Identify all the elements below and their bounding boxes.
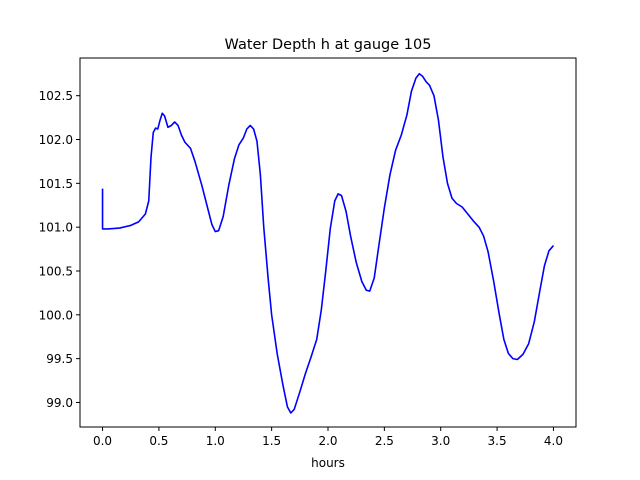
x-tick-label: 1.0 — [206, 434, 225, 448]
y-axis: 99.0 99.5 100.0 100.5 101.0 101.5 102.0 102.5 — [39, 89, 80, 410]
y-tick-label: 99.0 — [46, 396, 73, 410]
x-tick-label: 2.0 — [318, 434, 337, 448]
plot-frame — [79, 57, 577, 428]
y-tick-label: 101.5 — [39, 177, 73, 191]
x-tick-label: 0.0 — [93, 434, 112, 448]
x-tick-label: 0.5 — [149, 434, 168, 448]
x-tick-label: 2.5 — [375, 434, 394, 448]
y-tick-label: 100.5 — [39, 264, 73, 278]
series-line-0 — [101, 72, 555, 414]
x-axis-label: hours — [311, 456, 345, 470]
x-axis: 0.0 0.5 1.0 1.5 2.0 2.5 3.0 3.5 4.0 — [93, 427, 563, 448]
y-tick-label: 101.0 — [39, 221, 73, 235]
x-tick-label: 4.0 — [544, 434, 563, 448]
x-tick-label: 1.5 — [262, 434, 281, 448]
y-tick-label: 102.0 — [39, 133, 73, 147]
x-tick-label: 3.0 — [431, 434, 450, 448]
plot-area — [101, 72, 555, 414]
x-tick-label: 3.5 — [488, 434, 507, 448]
y-tick-label: 100.0 — [39, 308, 73, 322]
chart-title: Water Depth h at gauge 105 — [225, 37, 432, 53]
y-tick-label: 99.5 — [46, 352, 73, 366]
y-tick-label: 102.5 — [39, 89, 73, 103]
